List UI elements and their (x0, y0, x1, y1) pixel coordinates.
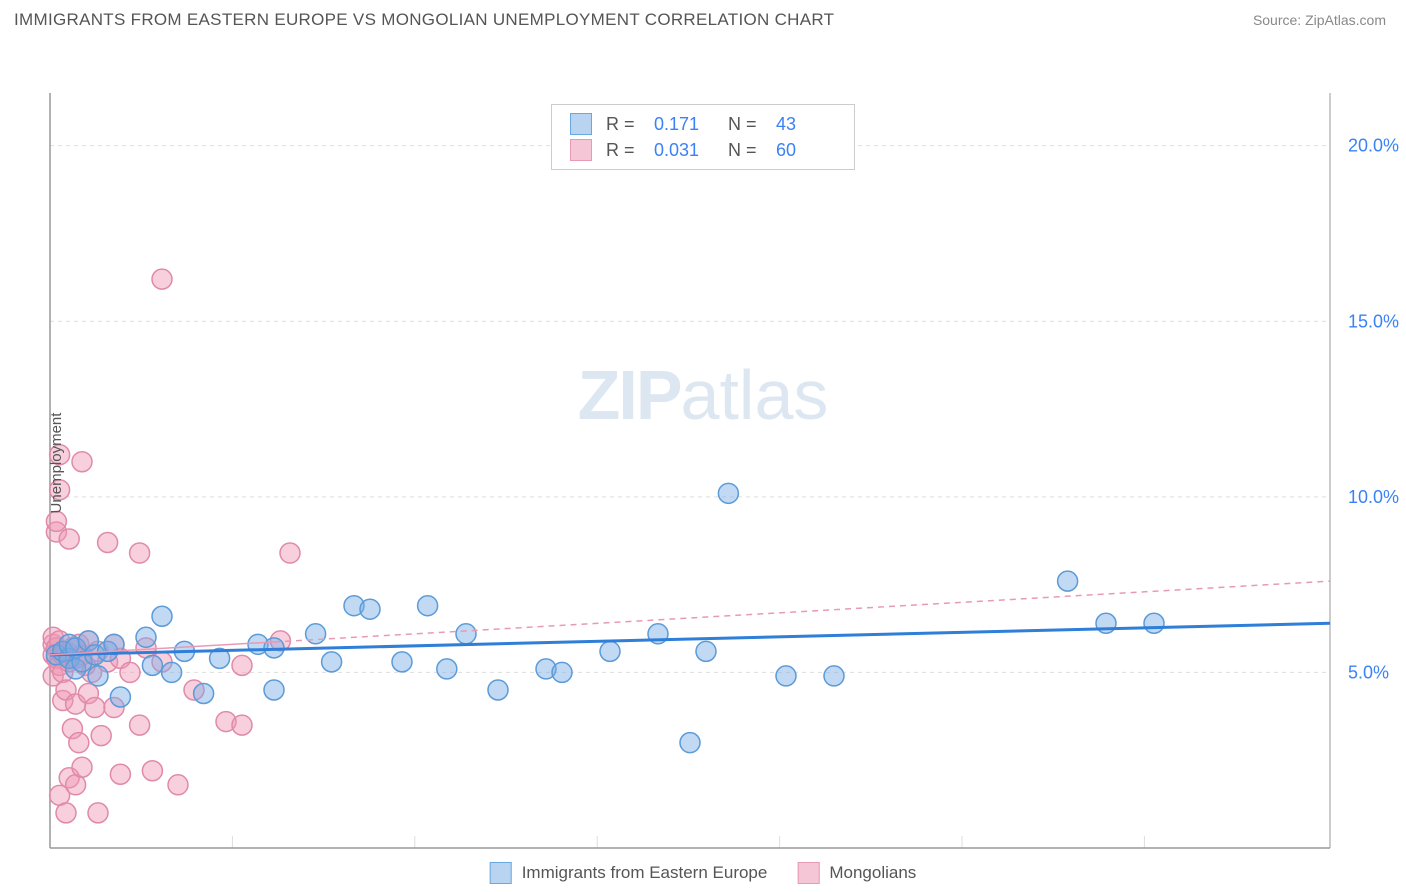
svg-text:15.0%: 15.0% (1348, 311, 1399, 331)
series-legend-item-0: Immigrants from Eastern Europe (490, 862, 768, 884)
legend-r-value-0: 0.171 (654, 114, 714, 135)
legend-r-label: R = (606, 114, 640, 135)
correlation-legend: R = 0.171 N = 43 R = 0.031 N = 60 (551, 104, 855, 170)
chart-title: IMMIGRANTS FROM EASTERN EUROPE VS MONGOL… (14, 10, 834, 30)
chart-source: Source: ZipAtlas.com (1253, 12, 1386, 28)
svg-text:20.0%: 20.0% (1348, 136, 1399, 156)
series-legend: Immigrants from Eastern Europe Mongolian… (490, 862, 917, 884)
legend-n-label: N = (728, 140, 762, 161)
series-swatch-0 (490, 862, 512, 884)
legend-swatch-0 (570, 113, 592, 135)
legend-n-value-1: 60 (776, 140, 836, 161)
series-swatch-1 (797, 862, 819, 884)
series-legend-item-1: Mongolians (797, 862, 916, 884)
legend-n-value-0: 43 (776, 114, 836, 135)
legend-row-series-0: R = 0.171 N = 43 (570, 111, 836, 137)
svg-text:10.0%: 10.0% (1348, 487, 1399, 507)
legend-r-label: R = (606, 140, 640, 161)
legend-swatch-1 (570, 139, 592, 161)
series-label-0: Immigrants from Eastern Europe (522, 863, 768, 883)
legend-n-label: N = (728, 114, 762, 135)
chart-header: IMMIGRANTS FROM EASTERN EUROPE VS MONGOL… (0, 0, 1406, 38)
svg-text:5.0%: 5.0% (1348, 662, 1389, 682)
series-label-1: Mongolians (829, 863, 916, 883)
chart-area: Unemployment 5.0%10.0%15.0%20.0%0.0%40.0… (0, 38, 1406, 888)
legend-r-value-1: 0.031 (654, 140, 714, 161)
legend-row-series-1: R = 0.031 N = 60 (570, 137, 836, 163)
y-axis-label: Unemployment (48, 413, 65, 514)
